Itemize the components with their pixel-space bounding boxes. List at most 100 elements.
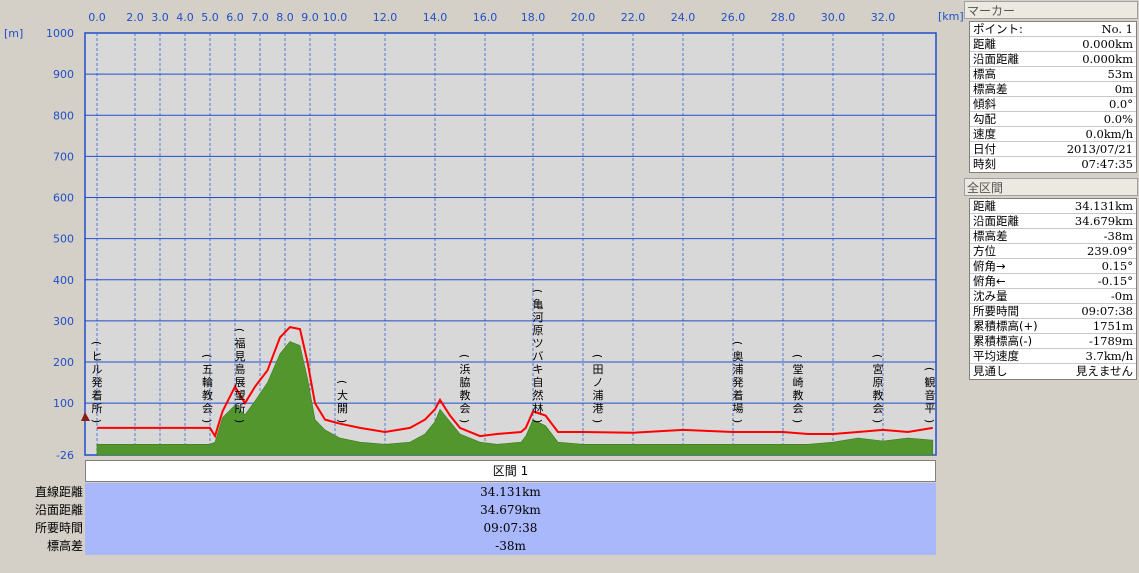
annotation-char: (	[871, 354, 884, 358]
info-key: 累積標高(+)	[973, 319, 1038, 333]
y-tick-label: -26	[56, 449, 74, 462]
info-row: 平均速度 3.7km/h	[970, 349, 1136, 364]
info-row: 沈み量 -0m	[970, 289, 1136, 304]
info-value: 0.0°	[1108, 97, 1133, 111]
info-value: 09:07:38	[1081, 304, 1133, 318]
annotation-char: 所	[92, 402, 103, 415]
info-row: ポイント: No. 1	[970, 22, 1136, 37]
info-value: 1751m	[1092, 319, 1133, 333]
y-tick-label: 800	[53, 109, 74, 122]
y-tick-label: 200	[53, 356, 74, 369]
info-value: 0.0%	[1103, 112, 1133, 126]
annotation-char: (	[90, 341, 103, 345]
info-row: 沿面距離 0.000km	[970, 52, 1136, 67]
annotation-char: (	[458, 354, 471, 358]
info-key: 距離	[973, 199, 996, 213]
y-tick-label: 900	[53, 68, 74, 81]
info-key: 距離	[973, 37, 996, 51]
annotation-char: 会	[873, 402, 884, 415]
x-tick-label: 5.0	[201, 11, 219, 24]
annotation-label: (観音平)	[923, 367, 936, 423]
annotation-char: 展	[235, 376, 246, 389]
annotation-char: 場	[733, 402, 744, 415]
x-tick-label: 22.0	[621, 11, 646, 24]
info-value: 2013/07/21	[1066, 142, 1133, 156]
y-unit-label: [m]	[4, 27, 23, 40]
x-tick-label: 30.0	[821, 11, 846, 24]
info-key: 俯角←	[973, 274, 1006, 288]
info-row: 勾配 0.0%	[970, 112, 1136, 127]
section-label: 直線距離	[34, 485, 83, 499]
section-header[interactable]: 区間 1	[85, 460, 936, 482]
annotation-char: (	[923, 367, 936, 371]
annotation-char: 田	[593, 363, 604, 376]
annotation-char: ヒ	[92, 350, 103, 363]
annotation-char: 輪	[202, 375, 213, 389]
info-value: 07:47:35	[1081, 157, 1133, 171]
info-row: 標高差 0m	[970, 82, 1136, 97]
y-tick-labels: 1000 900 800 700 600 500 400 300 200 100 -26	[46, 27, 74, 462]
plot-background	[84, 32, 937, 456]
start-marker-icon[interactable]	[81, 412, 90, 421]
annotation-char: )	[871, 419, 884, 423]
marker-panel-title[interactable]: マーカー	[964, 1, 1138, 19]
x-tick-label: 28.0	[771, 11, 796, 24]
annotation-char: 島	[235, 362, 246, 376]
annotation-char: 会	[793, 402, 804, 415]
section-label: 所要時間	[34, 521, 83, 535]
info-value: 見えません	[1075, 364, 1133, 378]
info-value: 3.7km/h	[1085, 349, 1133, 363]
info-side-panel: マーカー ポイント: No. 1 距離 0.000km 沿面距離 0.000km 標高 53m…	[963, 0, 1139, 573]
info-key: 沿面距離	[973, 214, 1019, 228]
series-group	[96, 326, 934, 456]
y-tick-label: 600	[53, 192, 74, 205]
info-key: ポイント:	[973, 22, 1023, 36]
annotation-char: 河	[533, 311, 544, 324]
elevation-profile-chart[interactable]: 0.0 2.0 3.0 4.0 5.0 6.0 7.0 8.0 9.0 10.0 12.0 14.0 1…	[0, 0, 963, 573]
annotation-char: 堂	[793, 363, 804, 376]
info-row: 標高 53m	[970, 67, 1136, 82]
total-panel-title[interactable]: 全区間	[964, 178, 1138, 196]
annotation-char: 望	[235, 389, 246, 402]
x-unit-label: [km]	[938, 10, 963, 23]
x-tick-label: 7.0	[251, 11, 269, 24]
marker-info-table: ポイント: No. 1 距離 0.000km 沿面距離 0.000km 標高 53m 標高差 0m…	[969, 21, 1137, 173]
annotation-char: (	[233, 328, 246, 332]
info-key: 俯角→	[973, 259, 1006, 273]
info-key: 方位	[973, 244, 996, 258]
annotation-char: )	[90, 419, 103, 423]
y-tick-label: 300	[53, 315, 74, 328]
x-tick-label: 16.0	[473, 11, 498, 24]
elevation-chart-area[interactable]: 0.0 2.0 3.0 4.0 5.0 6.0 7.0 8.0 9.0 10.0 12.0 14.0 1…	[0, 0, 963, 573]
x-tick-label: 20.0	[571, 11, 596, 24]
info-key: 標高差	[973, 82, 1008, 96]
info-key: 沈み量	[973, 289, 1008, 303]
annotation-char: 浜	[460, 363, 471, 376]
section-row: 沿面距離 34.679km	[0, 501, 963, 519]
info-key: 勾配	[973, 112, 996, 126]
info-key: 沿面距離	[973, 52, 1019, 66]
y-tick-label: 700	[53, 150, 74, 163]
info-key: 速度	[973, 127, 996, 141]
info-value: -0.15°	[1097, 274, 1133, 288]
x-tick-label: 3.0	[151, 11, 169, 24]
annotation-char: )	[531, 419, 544, 423]
annotation-char: ツ	[533, 337, 544, 350]
annotation-char: 教	[202, 389, 213, 402]
info-row: 俯角→ 0.15°	[970, 259, 1136, 274]
y-tick-label: 100	[53, 397, 74, 410]
annotation-char: (	[591, 354, 604, 358]
annotation-char: ル	[92, 363, 103, 376]
info-value: 0.000km	[1082, 37, 1133, 51]
info-value: -0m	[1110, 289, 1133, 303]
annotation-char: 港	[593, 402, 604, 415]
section-label: 沿面距離	[34, 503, 83, 517]
annotation-char: 観	[925, 375, 936, 389]
annotation-char: 所	[235, 402, 246, 415]
annotation-char: 発	[733, 375, 744, 389]
total-info-table: 距離 34.131km 沿面距離 34.679km 標高差 -38m 方位 239.09° 俯角…	[969, 198, 1137, 380]
